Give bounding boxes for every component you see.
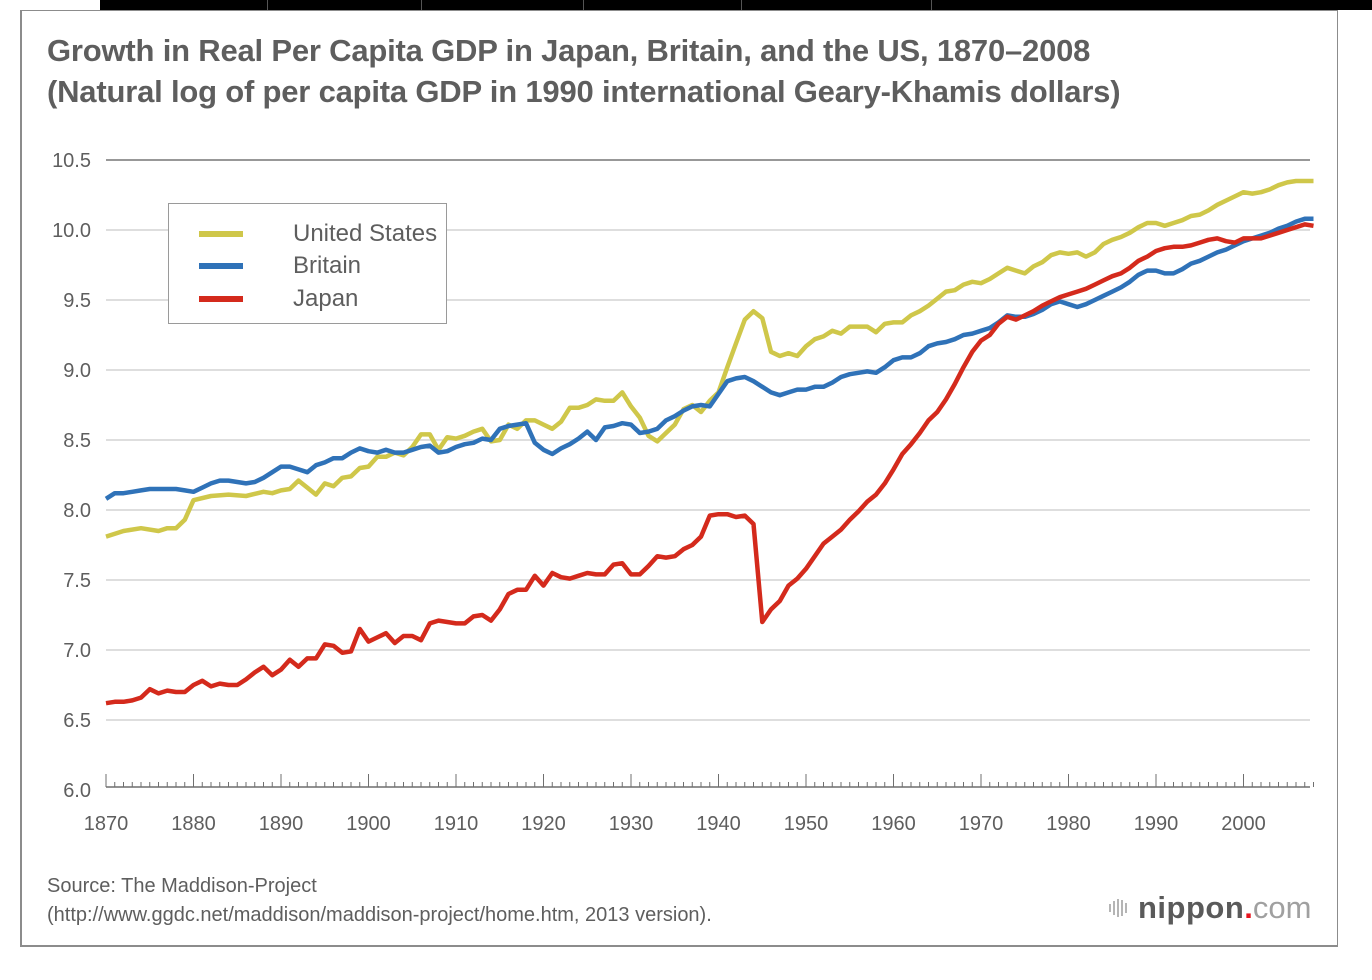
- source-line1: Source: The Maddison-Project: [47, 875, 317, 897]
- y-tick-label: 7.5: [63, 570, 91, 592]
- series-line-japan: [105, 222, 1314, 706]
- x-tick-label: 1930: [609, 813, 654, 835]
- y-tick-label: 10.0: [52, 220, 91, 242]
- x-tick-label: 1960: [871, 813, 916, 835]
- y-tick-label: 6.5: [63, 710, 91, 732]
- y-tick-label: 6.0: [63, 780, 91, 802]
- logo-dot: .: [1244, 890, 1253, 925]
- x-tick-label: 1990: [1134, 813, 1179, 835]
- legend-item-japan: Japan: [169, 283, 358, 315]
- x-axis-tick-labels: 1870 1880 1890 1900 1910 1920 1930 1940 1950 1960…: [84, 813, 1266, 835]
- bar-separator: [267, 0, 268, 10]
- nippon-logo-icon: [1109, 899, 1127, 917]
- y-tick-label: 7.0: [63, 640, 91, 662]
- x-tick-label: 1890: [259, 813, 304, 835]
- x-tick-label: 1950: [784, 813, 829, 835]
- legend-label-britain: Britain: [293, 252, 362, 279]
- y-tick-label: 9.5: [63, 290, 91, 312]
- series-line-united-states: [105, 178, 1314, 539]
- x-tick-label: 1970: [959, 813, 1004, 835]
- legend-item-britain: Britain: [169, 250, 361, 282]
- nippon-logo: nippon. com: [1108, 890, 1312, 925]
- y-tick-label: 10.5: [52, 150, 91, 172]
- top-window-bar: [100, 0, 1372, 10]
- logo-tld: com: [1252, 890, 1312, 925]
- bar-separator: [931, 0, 932, 10]
- x-tick-label: 1910: [434, 813, 479, 835]
- bar-separator: [583, 0, 584, 10]
- legend-label-japan: Japan: [293, 285, 359, 312]
- legend-item-united-states: United States: [169, 218, 437, 250]
- chart-title: Growth in Real Per Capita GDP in Japan, …: [47, 30, 1121, 112]
- bar-separator: [741, 0, 742, 10]
- x-tick-label: 1920: [521, 813, 566, 835]
- x-tick-label: 1870: [84, 813, 129, 835]
- legend-swatch-britain: [199, 263, 243, 269]
- chart-title-line1: Growth in Real Per Capita GDP in Japan, …: [47, 33, 1091, 68]
- y-axis-ticks: 10.5 10.0 9.5 9.0 8.5 8.0 7.5 7.0 6.5 6.0: [52, 150, 91, 802]
- y-tick-label: 8.0: [63, 500, 91, 522]
- x-tick-label: 2000: [1221, 813, 1266, 835]
- chart-legend: United States Britain Japan: [168, 203, 447, 324]
- series-lines: [104, 178, 1314, 706]
- x-axis: [105, 774, 1314, 788]
- y-tick-label: 9.0: [63, 360, 91, 382]
- legend-label-united-states: United States: [293, 220, 438, 247]
- legend-swatch-united-states: [199, 231, 243, 237]
- chart-title-line2: (Natural log of per capita GDP in 1990 i…: [47, 74, 1121, 109]
- x-tick-label: 1940: [696, 813, 741, 835]
- x-tick-label: 1980: [1046, 813, 1091, 835]
- source-line2: (http://www.ggdc.net/maddison/maddison-p…: [47, 904, 712, 926]
- y-tick-label: 8.5: [63, 430, 91, 452]
- x-tick-label: 1900: [346, 813, 391, 835]
- logo-brand: nippon: [1138, 890, 1245, 925]
- bar-separator: [421, 0, 422, 10]
- source-note: Source: The Maddison-Project (http://www…: [47, 872, 712, 930]
- x-tick-label: 1880: [171, 813, 216, 835]
- legend-swatch-japan: [199, 296, 243, 302]
- series-line-britain: [104, 216, 1314, 501]
- chart-frame: [20, 10, 1338, 947]
